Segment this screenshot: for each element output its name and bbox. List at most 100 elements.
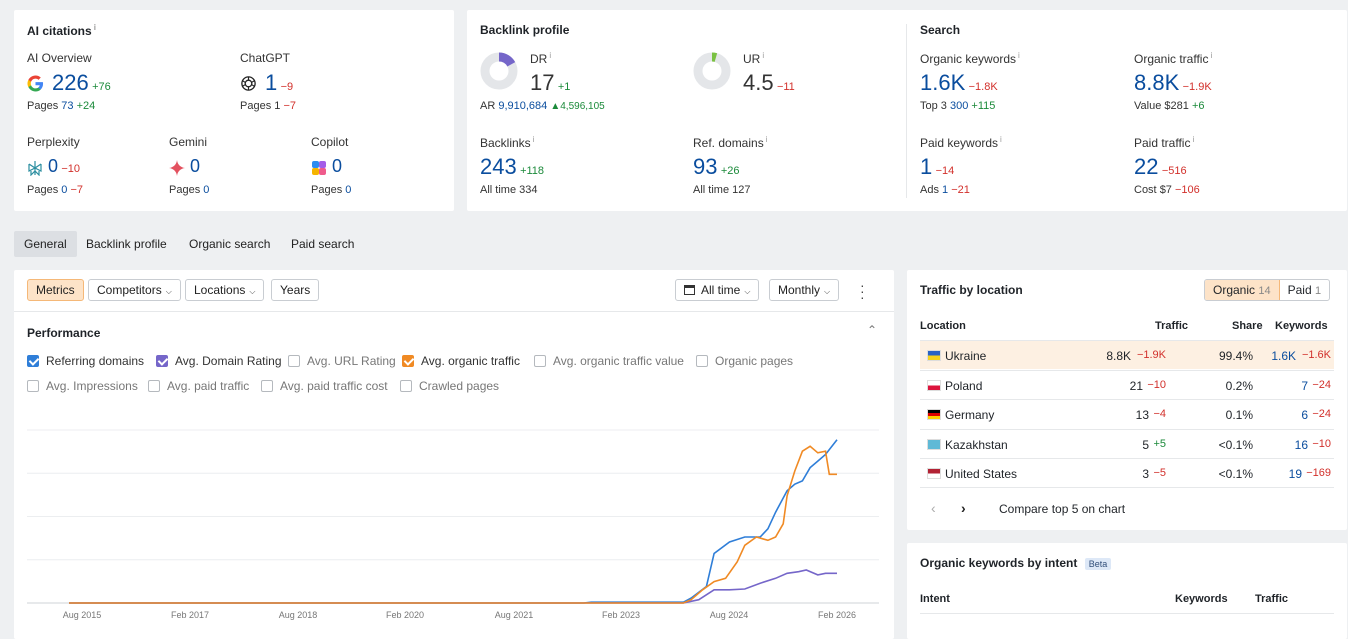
interval-dropdown[interactable]: Monthly ⌵ [769,279,840,301]
share-value: 0.2% [1225,378,1253,393]
col-keywords[interactable]: Keywords [1275,320,1328,332]
series-referring-domains [69,439,838,604]
checkbox-box[interactable] [148,380,160,392]
checkbox-organic-pages[interactable]: Organic pages [696,354,793,368]
organic-traffic-value[interactable]: 8.8K [1134,70,1180,95]
copilot-pages-label: Pages [311,184,343,196]
cost-value: $7 [1159,184,1172,196]
keywords-value[interactable]: 19 [1288,467,1302,481]
location-row-germany[interactable]: Germany −4 13 0.1% −24 6 [920,399,1334,428]
google-icon [27,75,44,92]
toggle-organic[interactable]: Organic 14 [1205,280,1280,300]
checkbox-avg-domain-rating[interactable]: Avg. Domain Rating [156,354,282,368]
copilot-pages[interactable]: 0 [345,184,352,196]
backlinks-label: Backlinks i [480,135,535,150]
checkbox-box[interactable] [27,355,39,367]
perplexity-pages[interactable]: 0 [61,184,68,196]
ref-domains-value[interactable]: 93 [693,154,718,179]
years-button[interactable]: Years [271,279,320,301]
ai-overview-pages[interactable]: 73 [61,100,74,112]
flag-icon [927,350,941,361]
share-value: 0.1% [1225,408,1253,422]
toggle-paid[interactable]: Paid 1 [1287,283,1322,297]
tab-organic-search[interactable]: Organic search [189,237,271,251]
x-tick-label: Feb 2026 [818,610,856,620]
perplexity-value[interactable]: 0 [48,156,59,176]
keywords-value[interactable]: 16 [1294,437,1308,452]
checkbox-label: Avg. URL Rating [307,354,396,368]
backlinks-value[interactable]: 243 [480,154,517,179]
checkbox-avg-organic-traffic[interactable]: Avg. organic traffic [402,354,520,368]
keywords-value[interactable]: 1.6K [1271,349,1296,363]
ads-value[interactable]: 1 [942,184,949,196]
location-row-ukraine[interactable]: Ukraine −1.9K 8.8K 99.4% −1.6K 1.6K [920,340,1334,369]
checkbox-box[interactable] [288,355,300,367]
ref-domains-label: Ref. domains i [693,135,768,150]
ar-label: AR [480,100,496,112]
chevron-down-icon: ⌵ [249,287,256,296]
checkbox-label: Organic pages [715,354,794,368]
toolbar-divider [14,311,894,312]
checkbox-box[interactable] [534,355,546,367]
checkbox-box[interactable] [696,355,708,367]
checkbox-avg-organic-traffic-value[interactable]: Avg. organic traffic value [534,354,684,368]
location-row-poland[interactable]: Poland −10 21 0.2% −24 7 [920,369,1334,399]
location-row-united-states[interactable]: United States −5 3 <0.1% −169 19 [920,458,1334,487]
checkbox-box[interactable] [402,355,414,367]
checkbox-avg-url-rating[interactable]: Avg. URL Rating [288,354,396,368]
collapse-chevron-icon[interactable]: ⌃ [867,323,878,337]
intent-col-keywords: Keywords [1175,593,1228,605]
checkbox-referring-domains[interactable]: Referring domains [27,354,144,368]
traffic-delta: −10 [1147,378,1166,391]
location-name: United States [945,467,1018,481]
next-page-icon[interactable]: › [961,500,966,516]
copilot-label: Copilot [311,135,349,149]
traffic-value-delta: +6 [1191,100,1205,112]
tab-general[interactable]: General [14,231,77,257]
performance-card: Metrics Competitors ⌵ Locations ⌵ Years Al… [14,270,894,639]
checkbox-avg-paid-traffic[interactable]: Avg. paid traffic [148,379,249,393]
metrics-button[interactable]: Metrics [27,279,84,301]
compare-top5-link[interactable]: Compare top 5 on chart [999,502,1126,516]
checkbox-box[interactable] [156,355,168,367]
ai-overview-pages-label: Pages [27,100,59,112]
chevron-down-icon: ⌵ [744,287,751,296]
checkbox-avg-impressions[interactable]: Avg. Impressions [27,379,138,393]
tab-backlink-profile[interactable]: Backlink profile [86,237,167,251]
keywords-value[interactable]: 7 [1301,378,1308,393]
prev-page-icon[interactable]: ‹ [931,500,936,516]
keywords-value[interactable]: 6 [1301,408,1308,422]
top3-value[interactable]: 300 [949,100,969,112]
checkbox-box[interactable] [27,380,39,392]
ai-overview-value[interactable]: 226 [52,70,89,95]
perplexity-pages-label: Pages [27,184,59,196]
location-row-kazakhstan[interactable]: Kazakhstan +5 5 <0.1% −10 16 [920,428,1334,458]
tab-paid-search[interactable]: Paid search [291,237,355,251]
competitors-dropdown[interactable]: Competitors ⌵ [88,279,181,301]
checkbox-crawled-pages[interactable]: Crawled pages [400,379,499,393]
paid-keywords-value[interactable]: 1 [920,154,933,179]
date-range-dropdown[interactable]: All time ⌵ [675,279,760,301]
organic-keywords-value[interactable]: 1.6K [920,70,966,95]
perplexity-label: Perplexity [27,135,80,149]
paid-traffic-value[interactable]: 22 [1134,154,1159,179]
col-traffic[interactable]: Traffic [1155,320,1189,332]
interval-label: Monthly [778,283,821,297]
x-tick-label: Feb 2017 [171,610,209,620]
chatgpt-value[interactable]: 1 [265,70,278,95]
x-tick-label: Aug 2021 [495,610,534,620]
checkbox-box[interactable] [400,380,412,392]
chatgpt-icon [241,76,256,91]
copilot-value[interactable]: 0 [332,156,343,176]
checkbox-box[interactable] [261,380,273,392]
ar-value[interactable]: 9,910,684 [498,100,548,112]
chatgpt-pages[interactable]: 1 [274,100,281,112]
gemini-value[interactable]: 0 [190,156,201,176]
top3-delta: +115 [971,100,996,112]
more-options-icon[interactable]: · · · [860,277,865,305]
traffic-delta: +5 [1153,437,1166,450]
flag-icon [927,409,941,420]
gemini-pages[interactable]: 0 [203,184,210,196]
checkbox-avg-paid-traffic-cost[interactable]: Avg. paid traffic cost [261,379,388,393]
locations-dropdown[interactable]: Locations ⌵ [185,279,265,301]
